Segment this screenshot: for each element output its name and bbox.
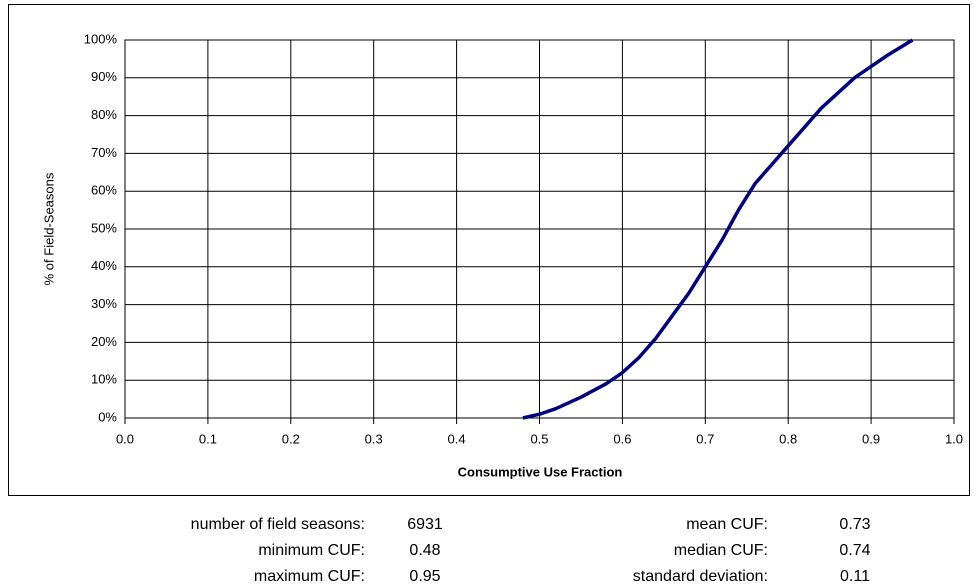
stat-value: 0.11 [840, 568, 870, 585]
chart-frame [8, 4, 970, 496]
stat-value: 0.74 [839, 542, 870, 559]
y-tick-label: 0% [98, 409, 117, 424]
stat-value: 6931 [407, 516, 443, 533]
y-tick-label: 20% [91, 334, 117, 349]
line-series [522, 38, 914, 420]
stat-label: mean CUF: [686, 516, 768, 533]
stat-label: maximum CUF: [254, 568, 365, 585]
x-tick-label: 0.9 [862, 431, 880, 446]
stat-value: 0.73 [839, 516, 870, 533]
y-tick-label: 30% [91, 296, 117, 311]
x-tick-label: 0.5 [530, 431, 548, 446]
stat-label: minimum CUF: [258, 542, 365, 559]
y-tick-label: 70% [91, 145, 117, 160]
x-axis-label: Consumptive Use Fraction [458, 464, 623, 479]
x-tick-label: 0.8 [779, 431, 797, 446]
plot-border [124, 39, 955, 419]
x-tick-label: 1.0 [945, 431, 963, 446]
x-tick-label: 0.2 [282, 431, 300, 446]
y-tick-label: 50% [91, 220, 117, 235]
stat-label: number of field seasons: [191, 516, 365, 533]
y-tick-label: 80% [91, 107, 117, 122]
x-tick-label: 0.6 [613, 431, 631, 446]
stat-value: 0.95 [409, 568, 440, 585]
stat-value: 0.48 [409, 542, 440, 559]
y-tick-label: 60% [91, 183, 117, 198]
x-tick-label: 0.1 [199, 431, 217, 446]
x-tick-label: 0.0 [116, 431, 134, 446]
y-tick-label: 90% [91, 69, 117, 84]
x-tick-label: 0.7 [696, 431, 714, 446]
x-tick-label: 0.4 [448, 431, 466, 446]
stat-label: median CUF: [674, 542, 768, 559]
x-tick-label: 0.3 [365, 431, 383, 446]
y-tick-label: 40% [91, 258, 117, 273]
y-axis-label: % of Field-Seasons [41, 172, 56, 285]
y-tick-label: 10% [91, 372, 117, 387]
y-tick-label: 100% [84, 31, 118, 46]
stat-label: standard deviation: [633, 568, 768, 585]
